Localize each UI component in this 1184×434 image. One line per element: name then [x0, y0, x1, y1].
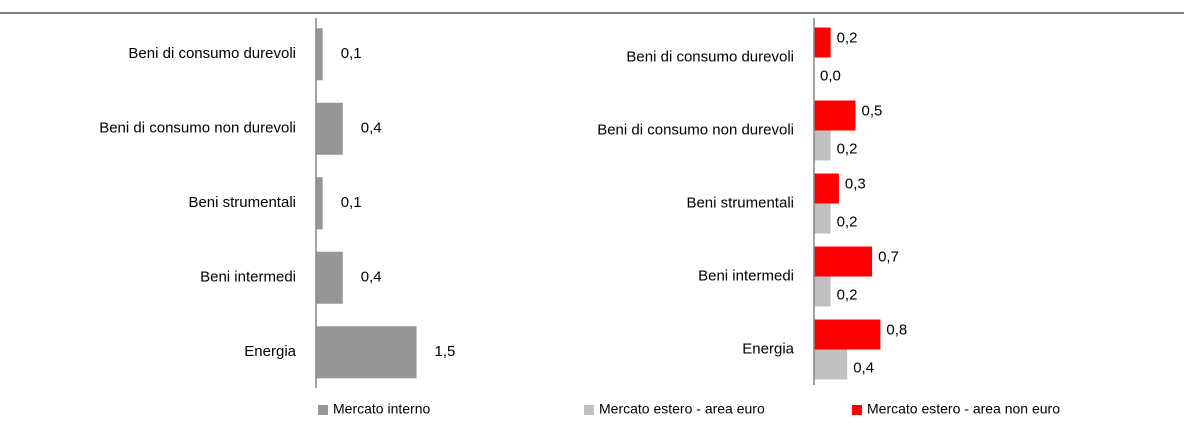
y-tick-label: Beni strumentali [188, 194, 296, 211]
data-label: 0,8 [886, 321, 907, 338]
data-label: 0,2 [837, 29, 858, 46]
data-label: 0,2 [837, 286, 858, 303]
bar [814, 319, 881, 350]
y-tick-label: Energia [244, 343, 296, 360]
y-tick-label: Beni di consumo durevoli [128, 45, 296, 62]
bar [814, 276, 831, 307]
y-tick-label: Beni di consumo durevoli [626, 48, 794, 65]
data-label: 0,1 [341, 45, 362, 62]
bar [316, 28, 323, 81]
bar [814, 27, 831, 58]
bar [814, 246, 873, 277]
data-label: 0,1 [341, 194, 362, 211]
data-label: 0,7 [878, 248, 899, 265]
data-label: 0,0 [820, 67, 841, 84]
data-label: 0,5 [862, 102, 883, 119]
data-label: 0,3 [845, 175, 866, 192]
bar [316, 177, 323, 230]
data-label: 0,2 [837, 213, 858, 230]
data-label: 0,4 [361, 269, 382, 286]
y-tick-label: Beni intermedi [698, 267, 794, 284]
legend-label: Mercato estero - area euro [599, 401, 765, 417]
y-tick-label: Beni intermedi [200, 269, 296, 286]
legend-swatch [318, 405, 328, 415]
bar [316, 326, 417, 379]
data-label: 0,2 [837, 140, 858, 157]
bar [316, 102, 343, 155]
bar [814, 203, 831, 234]
legend-label: Mercato estero - area non euro [867, 401, 1060, 417]
legend-swatch [852, 405, 862, 415]
data-label: 1,5 [435, 343, 456, 360]
bar [814, 349, 848, 380]
data-label: 0,4 [853, 359, 874, 376]
y-tick-label: Beni di consumo non durevoli [597, 121, 794, 138]
bar [814, 130, 831, 161]
bar [814, 173, 839, 204]
bar [814, 100, 856, 131]
legend-label: Mercato interno [333, 401, 430, 417]
y-tick-label: Beni di consumo non durevoli [99, 120, 296, 137]
y-tick-label: Energia [742, 340, 794, 357]
bar [316, 251, 343, 304]
legend-swatch [584, 405, 594, 415]
y-tick-label: Beni strumentali [686, 194, 794, 211]
data-label: 0,4 [361, 120, 382, 137]
